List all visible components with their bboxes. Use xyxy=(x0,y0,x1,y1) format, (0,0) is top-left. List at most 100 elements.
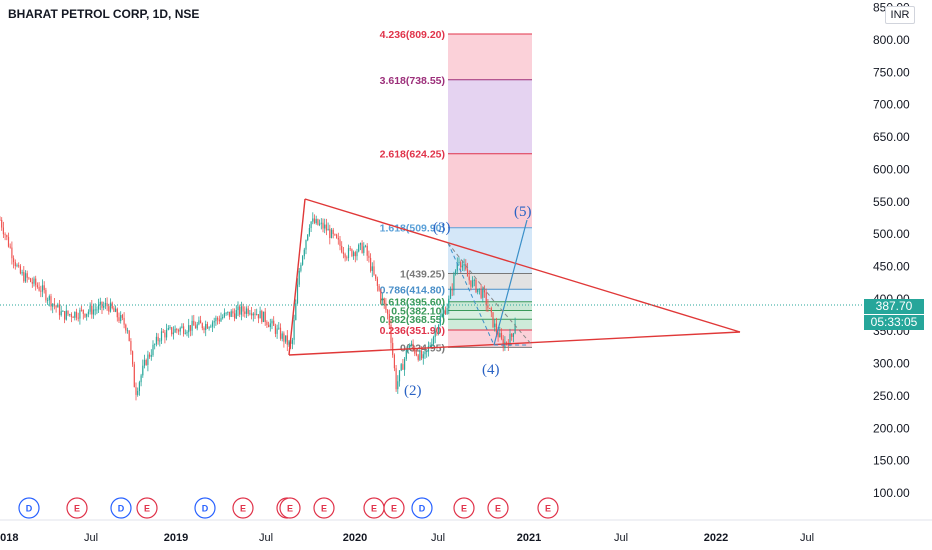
candle-body xyxy=(482,288,484,298)
candle-body xyxy=(254,313,256,315)
y-tick-label: 100.00 xyxy=(873,486,910,500)
currency-badge[interactable]: INR xyxy=(885,6,915,24)
candle-body xyxy=(205,324,207,331)
earnings-event-marker[interactable]: E xyxy=(66,497,88,519)
svg-text:D: D xyxy=(118,504,125,514)
drawings-group[interactable] xyxy=(288,198,741,356)
candle-body xyxy=(62,311,64,312)
wave-label-5: (5) xyxy=(514,204,532,220)
earnings-event-marker[interactable]: E xyxy=(487,497,509,519)
earnings-event-marker[interactable]: E xyxy=(232,497,254,519)
candle-body xyxy=(203,328,205,331)
fib-extension-tool[interactable]: 4.236(809.20) 3.618(738.55) 2.618(624.25) 1… xyxy=(380,29,532,354)
candle-body xyxy=(159,340,161,342)
candle-body xyxy=(478,288,480,290)
candle-body xyxy=(509,334,511,346)
candle-body xyxy=(279,327,282,339)
candle-body xyxy=(138,382,140,391)
candle-body xyxy=(106,303,108,307)
earnings-event-marker[interactable]: E xyxy=(279,497,301,519)
candle-body xyxy=(128,330,130,342)
candle-body xyxy=(196,324,198,329)
candle-body xyxy=(228,311,231,317)
candle-body xyxy=(341,245,343,253)
candle-body xyxy=(325,224,327,231)
earnings-event-marker[interactable]: E xyxy=(363,497,385,519)
dividend-event-marker[interactable]: D xyxy=(411,497,433,519)
candle-body xyxy=(28,277,30,279)
dividend-event-marker[interactable]: D xyxy=(18,497,40,519)
candle-body xyxy=(77,317,79,319)
candle-body xyxy=(431,344,433,346)
events-row[interactable]: DEDEDEEEEEDEEEE xyxy=(18,497,559,519)
y-tick-label: 500.00 xyxy=(873,227,910,241)
candle-body xyxy=(380,290,382,301)
candle-body xyxy=(171,327,173,335)
x-tick-label: Jul xyxy=(259,532,273,544)
candle-body xyxy=(193,320,195,326)
candle-body xyxy=(506,341,508,343)
candle-body xyxy=(330,229,333,239)
fib-zone xyxy=(448,79,532,154)
candle-body xyxy=(92,309,95,315)
candle-body xyxy=(354,252,356,257)
candle-body xyxy=(293,320,295,340)
candle-body xyxy=(121,315,123,318)
svg-text:E: E xyxy=(144,504,150,514)
earnings-event-marker[interactable]: E xyxy=(136,497,158,519)
candle-body xyxy=(167,328,169,330)
candle-body xyxy=(143,359,146,366)
candle-body xyxy=(38,286,40,291)
candle-body xyxy=(298,270,300,285)
candle-body xyxy=(177,330,180,332)
x-tick-label: Jul xyxy=(84,532,98,544)
triangle-left-side[interactable] xyxy=(288,198,306,356)
earnings-event-marker[interactable]: E xyxy=(383,497,405,519)
earnings-event-marker[interactable]: E xyxy=(537,497,559,519)
candle-body xyxy=(30,278,32,283)
earnings-event-marker[interactable]: E xyxy=(313,497,335,519)
candle-body xyxy=(120,315,122,322)
candle-body xyxy=(346,257,348,259)
candle-body xyxy=(70,314,72,317)
candle-body xyxy=(421,350,423,359)
candle-body xyxy=(116,308,118,318)
candle-body xyxy=(463,264,465,266)
time-axis[interactable]: 2018 Jul 2019 Jul 2020 Jul 2021 Jul 2022 Jul xyxy=(0,532,814,544)
candle-body xyxy=(424,352,426,355)
earnings-event-marker[interactable]: E xyxy=(453,497,475,519)
wave-projection-line[interactable] xyxy=(493,219,528,346)
candle-body xyxy=(257,314,259,319)
candle-body xyxy=(108,306,110,312)
dividend-event-marker[interactable]: D xyxy=(110,497,132,519)
candle-body xyxy=(189,325,191,331)
price-axis[interactable]: 850.00800.00750.00700.00650.00600.00550.… xyxy=(873,1,910,500)
candle-body xyxy=(147,354,149,365)
chart-pane[interactable] xyxy=(0,0,862,520)
candle-body xyxy=(448,298,450,309)
candle-body xyxy=(397,381,399,390)
dividend-event-marker[interactable]: D xyxy=(194,497,216,519)
candle-body xyxy=(244,311,246,314)
candle-body xyxy=(436,330,438,333)
candle-body xyxy=(183,326,185,334)
y-tick-label: 200.00 xyxy=(873,421,910,435)
candle-body xyxy=(460,262,462,268)
candle-body xyxy=(137,390,139,395)
candle-body xyxy=(361,243,363,253)
candle-body xyxy=(123,317,125,325)
triangle-upper-trendline[interactable] xyxy=(304,198,741,333)
candle-body xyxy=(249,313,251,315)
countdown-label: 05:33:05 xyxy=(864,315,924,330)
candle-body xyxy=(303,249,305,257)
fib-level-label: 0.786(414.80) xyxy=(380,284,445,296)
candle-body xyxy=(149,354,151,357)
triangle-lower-trendline[interactable] xyxy=(288,331,741,356)
candle-body xyxy=(458,262,460,264)
candle-body xyxy=(118,317,120,322)
candle-body xyxy=(466,269,469,277)
fib-zone xyxy=(448,319,532,330)
candle-body xyxy=(363,246,365,253)
candle-body xyxy=(103,305,105,308)
